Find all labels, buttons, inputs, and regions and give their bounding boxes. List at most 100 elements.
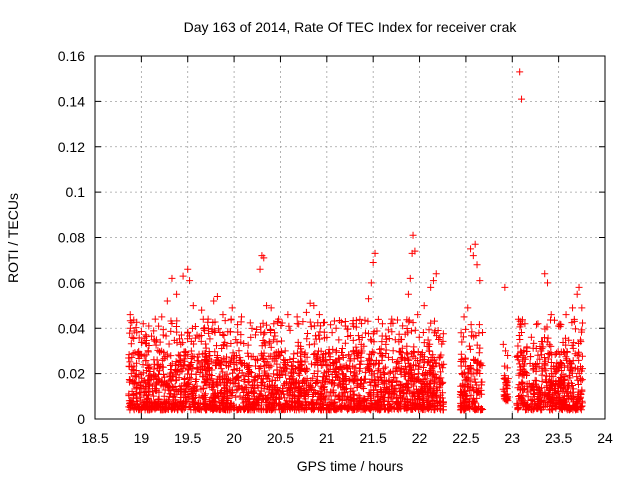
data-point (173, 387, 181, 395)
data-point (465, 398, 473, 406)
data-point (380, 380, 388, 388)
data-point (425, 326, 433, 334)
data-point (211, 328, 219, 336)
data-point-peak (469, 252, 477, 260)
data-point (437, 402, 445, 410)
data-point (462, 373, 470, 381)
data-point (150, 365, 158, 373)
data-point (192, 370, 200, 378)
data-point (400, 372, 408, 380)
data-point (460, 383, 468, 391)
data-point (401, 362, 409, 370)
data-point (338, 344, 346, 352)
data-point (137, 370, 145, 378)
data-point (354, 404, 362, 412)
data-point (530, 339, 538, 347)
data-point (555, 377, 563, 385)
data-point (297, 388, 305, 396)
data-point (366, 366, 374, 374)
data-point (360, 395, 368, 403)
data-point (187, 337, 195, 345)
data-point (357, 377, 365, 385)
data-point (220, 341, 228, 349)
data-point (165, 386, 173, 394)
data-point (535, 363, 543, 371)
data-point (399, 389, 407, 397)
data-point-peak (562, 311, 570, 319)
data-point (367, 337, 375, 345)
data-point-peak (473, 261, 481, 269)
data-point (259, 354, 267, 362)
data-point (268, 402, 276, 410)
data-point (129, 349, 137, 357)
data-point (164, 382, 172, 390)
data-point (547, 316, 555, 324)
data-point (578, 352, 586, 360)
data-point (279, 388, 287, 396)
data-point (545, 391, 553, 399)
data-point (294, 402, 302, 410)
data-point (534, 395, 542, 403)
data-point (263, 398, 271, 406)
data-point (397, 382, 405, 390)
data-point (217, 361, 225, 369)
data-point (578, 326, 586, 334)
data-point (326, 356, 334, 364)
data-point (556, 320, 564, 328)
data-point (296, 367, 304, 375)
data-point-peak (163, 297, 171, 305)
data-point (228, 386, 236, 394)
data-point (259, 319, 267, 327)
data-point (144, 347, 152, 355)
data-point (285, 402, 293, 410)
data-point-peak (210, 297, 218, 305)
data-point (322, 357, 330, 365)
data-point (323, 372, 331, 380)
data-point (385, 369, 393, 377)
data-point (155, 367, 163, 375)
data-point (514, 405, 522, 413)
data-point (536, 385, 544, 393)
data-point (177, 362, 185, 370)
data-point (131, 349, 139, 357)
data-point (364, 317, 372, 325)
data-point (475, 349, 483, 357)
data-point (541, 334, 549, 342)
data-point (333, 373, 341, 381)
data-point (417, 387, 425, 395)
data-point (154, 346, 162, 354)
data-point (217, 387, 225, 395)
data-point (277, 402, 285, 410)
data-point (541, 360, 549, 368)
data-point (380, 365, 388, 373)
data-point (424, 359, 432, 367)
data-point (523, 343, 531, 351)
data-point (133, 385, 141, 393)
data-point (555, 388, 563, 396)
data-point (135, 351, 143, 359)
data-point-peak (434, 327, 442, 335)
data-point (225, 403, 233, 411)
data-point (389, 347, 397, 355)
data-point (435, 354, 443, 362)
data-point (545, 378, 553, 386)
data-point (251, 356, 259, 364)
data-point (198, 358, 206, 366)
data-point (194, 357, 202, 365)
data-point (548, 370, 556, 378)
data-point (306, 382, 314, 390)
data-point (517, 393, 525, 401)
data-point (172, 358, 180, 366)
data-point-peak (173, 290, 181, 298)
data-point (567, 405, 575, 413)
data-point (179, 400, 187, 408)
data-point (286, 375, 294, 383)
data-point (272, 393, 280, 401)
data-point (202, 404, 210, 412)
data-point (533, 405, 541, 413)
data-point (293, 349, 301, 357)
data-point (219, 330, 227, 338)
data-point (187, 354, 195, 362)
data-point (221, 401, 229, 409)
data-point-peak (476, 277, 484, 285)
